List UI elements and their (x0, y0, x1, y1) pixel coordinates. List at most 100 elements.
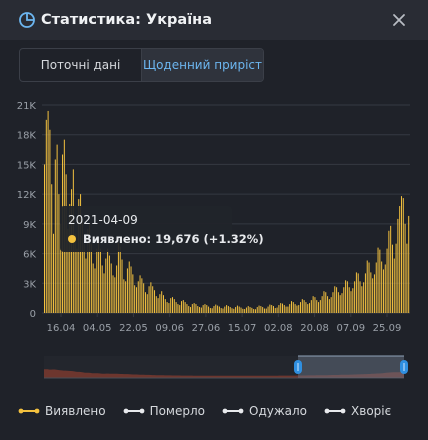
bar (87, 228, 89, 313)
bar (296, 305, 298, 313)
bar (274, 308, 276, 313)
bar (184, 302, 186, 313)
y-tick-label: 6K (23, 250, 36, 261)
bar (94, 268, 96, 313)
bar (51, 184, 53, 313)
tooltip-value: 19,676 (155, 232, 200, 246)
bar (58, 194, 60, 313)
bar (280, 303, 282, 313)
bar (238, 306, 240, 313)
bar (150, 282, 152, 313)
bar (188, 306, 190, 313)
bar (382, 269, 384, 313)
bar (406, 243, 408, 313)
legend-item-detected[interactable]: Виявлено (18, 404, 106, 418)
bar (272, 306, 274, 313)
bar (377, 247, 379, 313)
bar (375, 262, 377, 313)
bar (153, 290, 155, 313)
bar (90, 243, 92, 313)
bar (139, 275, 141, 313)
bar (281, 303, 283, 313)
x-tick-label: 22.05 (119, 323, 148, 334)
bar (213, 306, 215, 313)
bar (258, 305, 260, 313)
pie-chart-icon (19, 12, 35, 28)
bar (49, 129, 51, 313)
bar (271, 305, 273, 313)
y-tick-label: 0 (30, 309, 36, 320)
navigator-selection[interactable] (298, 356, 404, 378)
page-title: Статистика: Україна (41, 12, 212, 28)
bar (211, 308, 213, 313)
bar (256, 307, 258, 313)
bar (179, 305, 181, 313)
legend-item-active[interactable]: Хворіє (324, 404, 391, 418)
tab-current-data[interactable]: Поточні дані (20, 49, 142, 81)
y-tick-label: 12K (17, 190, 37, 201)
bar (244, 309, 246, 313)
y-tick-label: 9K (23, 220, 36, 231)
bar (393, 258, 395, 313)
bar (199, 307, 201, 313)
bar (204, 304, 206, 313)
bar (76, 248, 78, 313)
bar (54, 159, 56, 313)
bar (224, 306, 226, 313)
bar (305, 302, 307, 313)
bar (357, 273, 359, 313)
bar (327, 296, 329, 313)
view-tabs: Поточні дані Щоденний приріст (19, 48, 264, 82)
bar (316, 300, 318, 313)
bar (157, 298, 159, 313)
range-navigator[interactable] (0, 352, 428, 386)
legend-item-deaths[interactable]: Померло (123, 404, 205, 418)
bar (343, 287, 345, 313)
bar (220, 308, 222, 313)
y-tick-label: 3K (23, 279, 36, 290)
bar (99, 248, 101, 313)
bar (125, 281, 127, 313)
legend-item-recovered[interactable]: Одужало (222, 404, 307, 418)
x-tick-label: 20.08 (300, 323, 329, 334)
close-icon[interactable] (390, 11, 408, 29)
bar (182, 300, 184, 313)
bar (235, 307, 237, 313)
bar (312, 296, 314, 313)
bar (116, 265, 118, 313)
y-tick-label: 15K (17, 160, 37, 171)
legend-line-icon (18, 408, 40, 414)
bar (334, 286, 336, 313)
bar (161, 291, 163, 313)
bar (148, 286, 150, 313)
daily-cases-chart: 0 3K 6K 9K 12K 15K 18K 21K 16.04 04.05 22.05 09.06 2… (17, 101, 410, 334)
bar (195, 304, 197, 313)
bar (352, 288, 354, 313)
bar (247, 306, 249, 313)
bar (226, 305, 228, 313)
bar (227, 306, 229, 313)
bar (350, 291, 352, 313)
bar (310, 300, 312, 313)
bar (346, 281, 348, 313)
bar (229, 307, 231, 313)
bar (143, 283, 145, 313)
bar (191, 304, 193, 313)
bar (359, 281, 361, 313)
bar (303, 300, 305, 313)
tooltip-row: Виявлено: 19,676 (+1.32%) (68, 232, 264, 246)
bar (152, 286, 154, 313)
bar (408, 215, 410, 313)
bar (307, 304, 309, 313)
bar (78, 199, 80, 313)
bar (181, 301, 183, 313)
bar (117, 242, 119, 313)
bar (300, 302, 302, 313)
bar (162, 295, 164, 313)
bar (292, 302, 294, 313)
bar (339, 295, 341, 313)
tab-daily-increase[interactable]: Щоденний приріст (142, 49, 263, 81)
bar (269, 304, 271, 313)
bar (186, 304, 188, 313)
bar (363, 282, 365, 313)
